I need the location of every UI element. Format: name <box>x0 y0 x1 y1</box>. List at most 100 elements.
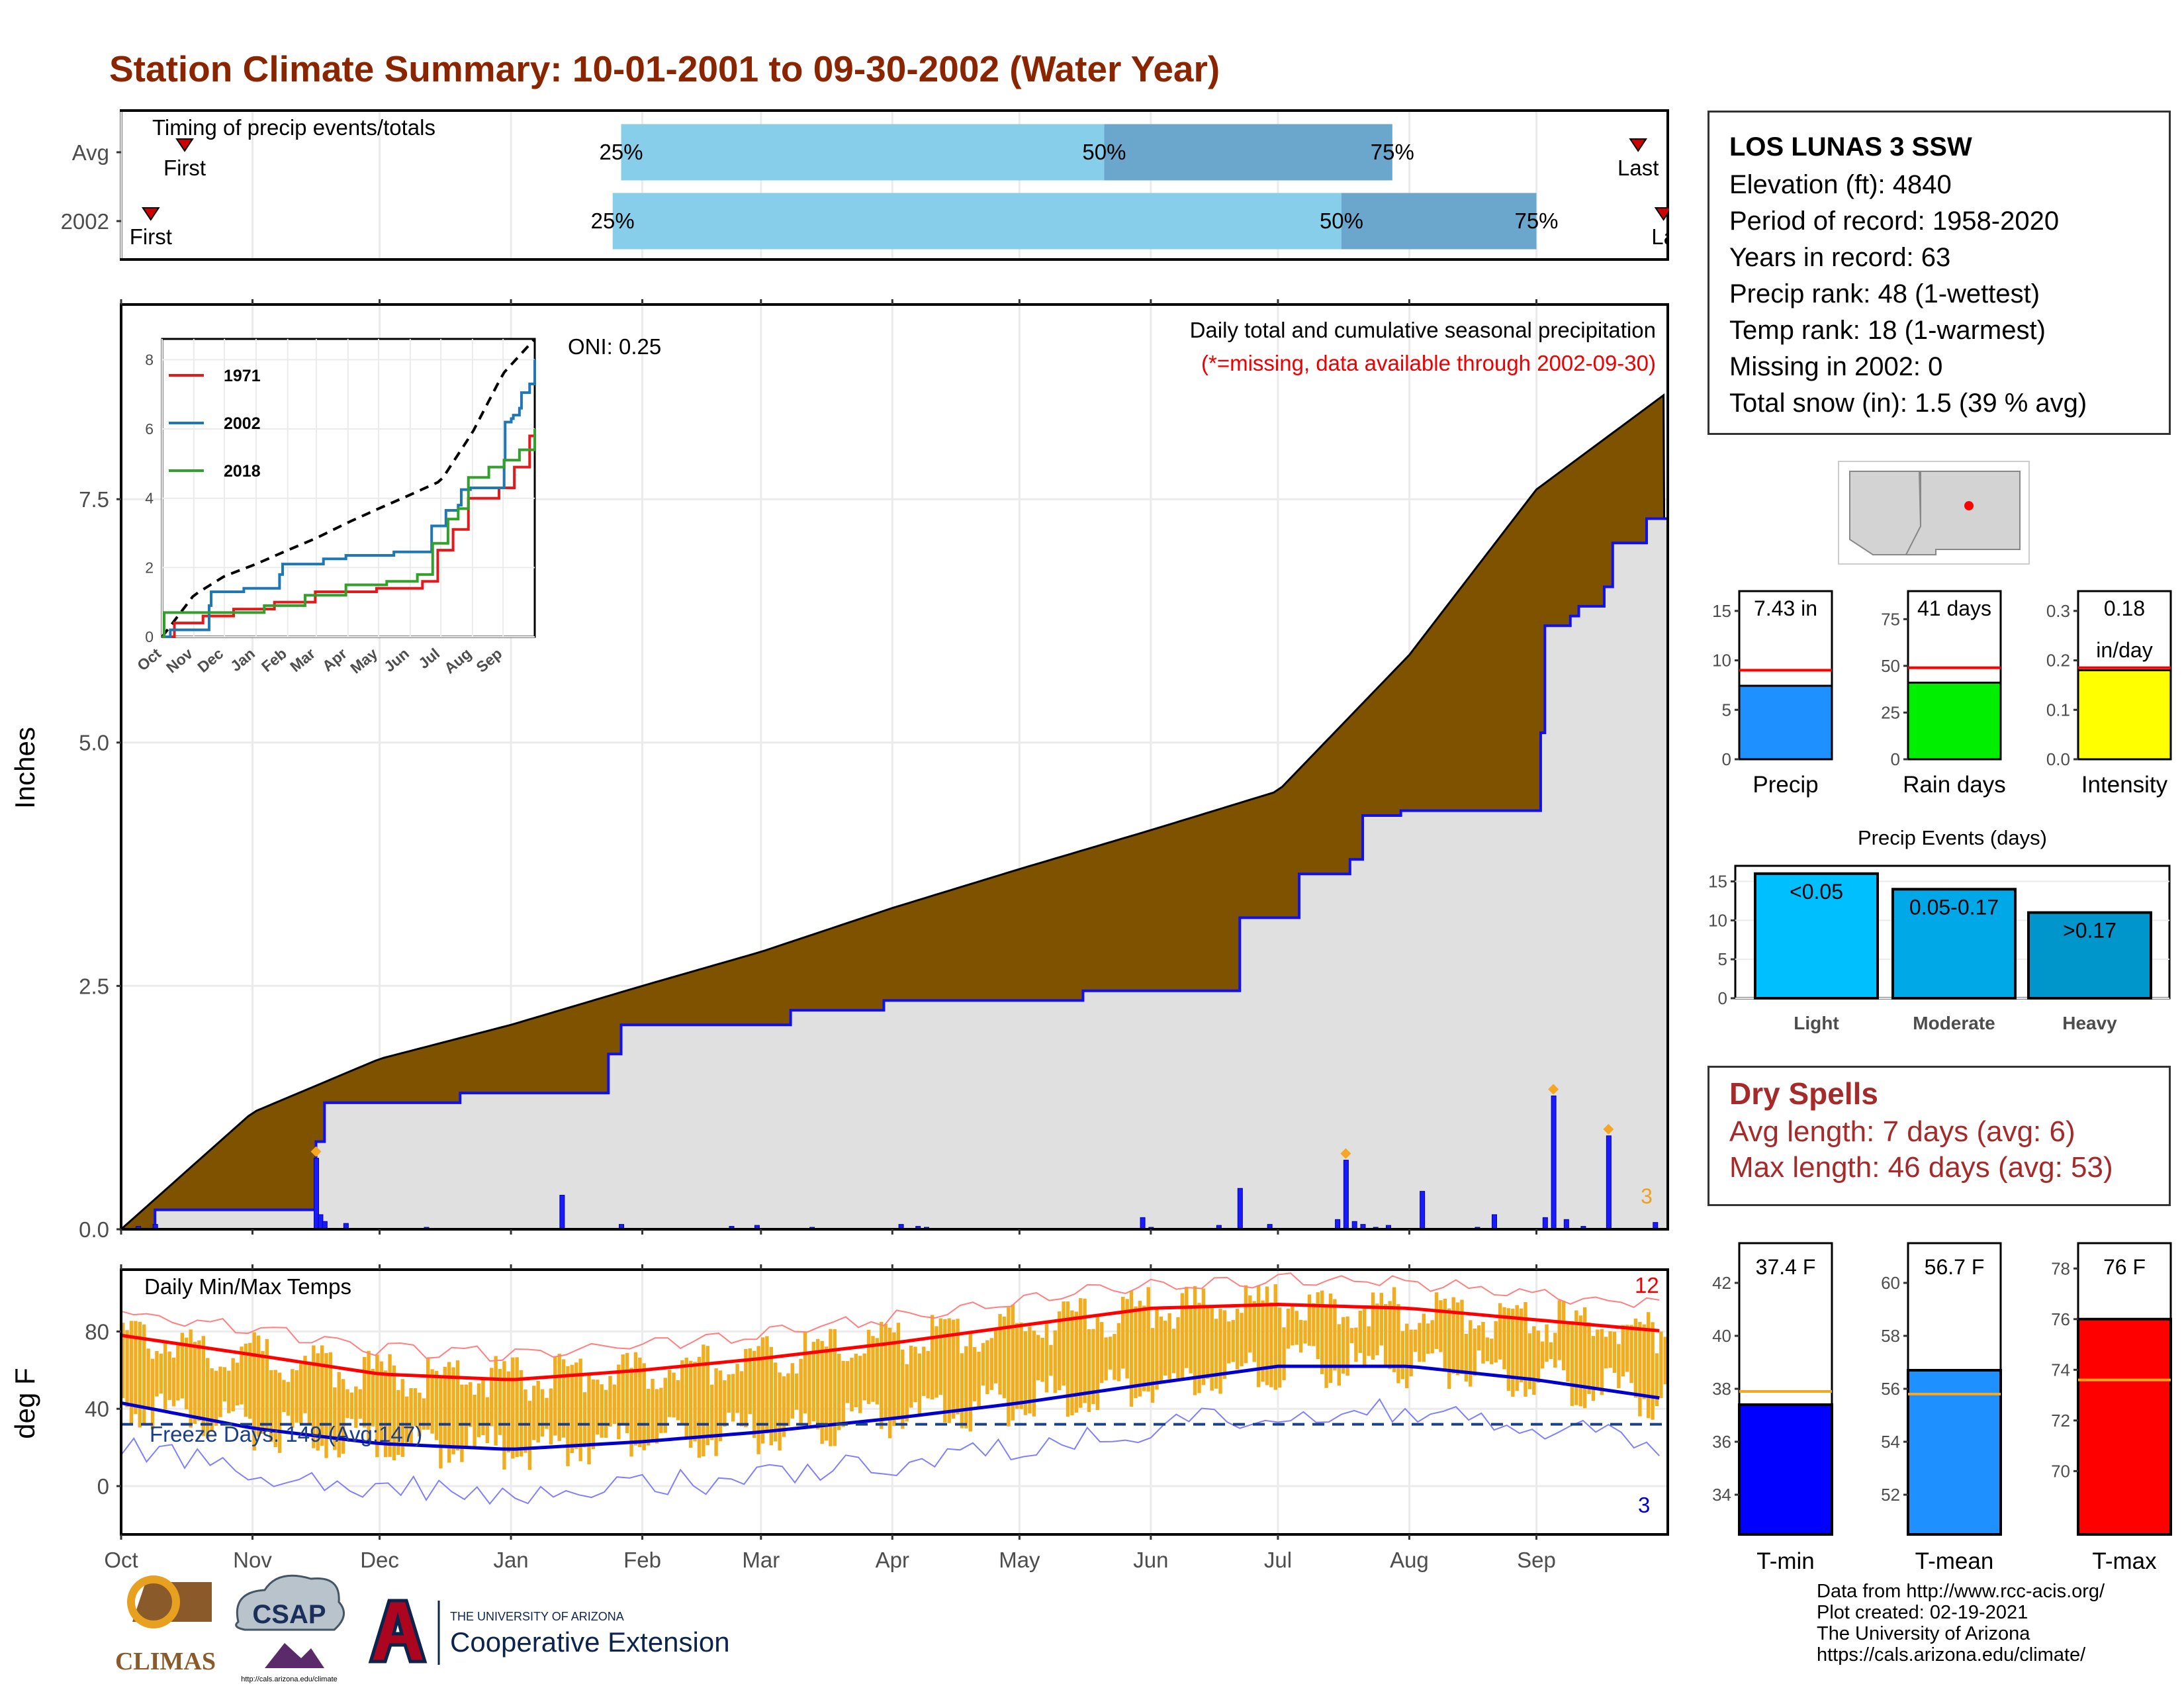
daily-temp-range-bar <box>693 1362 697 1442</box>
daily-temp-range-bar <box>629 1368 633 1457</box>
map-arizona <box>1849 471 1922 555</box>
daily-temp-range-bar <box>256 1335 261 1437</box>
daily-temp-range-bar <box>469 1382 473 1427</box>
daily-temp-range-bar <box>354 1386 358 1428</box>
daily-temp-range-bar <box>1659 1331 1663 1399</box>
inset-ytick-label: 6 <box>145 420 154 438</box>
daily-temp-range-bar <box>1532 1326 1536 1395</box>
month-label: Dec <box>360 1548 399 1572</box>
summary-bar-ytick-label: 15 <box>1712 601 1731 621</box>
daily-temp-range-bar <box>430 1369 434 1434</box>
daily-temp-range-bar <box>1185 1286 1189 1368</box>
precip-ylabel: Inches <box>9 727 40 809</box>
daily-temp-range-bar <box>774 1362 778 1442</box>
daily-temp-range-bar <box>439 1376 443 1469</box>
daily-temp-range-bar <box>298 1364 303 1424</box>
temp-ytick-label: 0 <box>97 1474 109 1499</box>
daily-temp-range-bar <box>1527 1333 1532 1389</box>
daily-temp-range-bar <box>1036 1335 1040 1381</box>
daily-temp-range-bar <box>1617 1344 1621 1389</box>
daily-temp-range-bar <box>1116 1323 1121 1382</box>
daily-temp-range-bar <box>1201 1288 1206 1385</box>
first-marker-icon <box>141 207 160 221</box>
daily-temp-range-bar <box>709 1384 714 1440</box>
daily-temp-range-bar <box>858 1356 862 1413</box>
summary-bar-ytick-label: 50 <box>1881 656 1900 676</box>
temp-bar-ytick-label: 76 <box>2051 1309 2070 1329</box>
daily-temp-range-bar <box>1638 1322 1642 1417</box>
daily-temp-range-bar <box>388 1354 392 1457</box>
events-ytick-label: 0 <box>1718 988 1727 1008</box>
ua-logo: THE UNIVERSITY OF ARIZONA Cooperative Ex… <box>368 1599 730 1665</box>
avg-tmin-line <box>120 1364 1660 1451</box>
precip-panel-frame <box>120 303 1669 1231</box>
daily-temp-range-bar <box>155 1350 159 1397</box>
daily-temp-range-bar <box>1066 1301 1070 1417</box>
daily-temp-range-bar <box>527 1401 532 1470</box>
daily-temp-range-bar <box>1312 1303 1316 1346</box>
daily-temp-range-bar <box>413 1388 418 1427</box>
daily-temp-range-bar <box>1159 1316 1163 1383</box>
daily-temp-range-bar <box>1058 1311 1062 1391</box>
daily-temp-range-bar <box>1392 1287 1396 1372</box>
map-new-mexico <box>1905 471 2021 555</box>
daily-temp-range-bar <box>1028 1327 1032 1414</box>
events-ytick-label: 5 <box>1718 949 1727 969</box>
daily-temp-range-bar <box>1439 1300 1443 1352</box>
daily-temp-range-bar <box>1295 1311 1298 1345</box>
first-marker-icon <box>175 138 194 152</box>
daily-temp-range-bar <box>871 1336 875 1402</box>
daily-temp-range-bar <box>803 1331 807 1414</box>
summary-bar-ytick-label: 0.0 <box>2046 749 2070 769</box>
daily-temp-range-bar <box>1633 1318 1638 1398</box>
daily-temp-range-bar <box>261 1350 265 1434</box>
inset-ytick-label: 2 <box>145 559 154 576</box>
current-cumulative-area <box>121 506 1669 1231</box>
event-bar-value: 0.05-0.17 <box>1909 895 1999 919</box>
daily-temp-range-bar <box>201 1336 206 1436</box>
precip-y-axis: 0.0 2.5 5.0 7.5 <box>79 299 1538 1242</box>
daily-temp-range-bar <box>1113 1334 1116 1380</box>
daily-temp-range-bar <box>964 1346 968 1429</box>
timing-bar-50-75 <box>1341 193 1537 250</box>
daily-temp-range-bar <box>1307 1294 1312 1346</box>
daily-temp-range-bar <box>1574 1310 1578 1405</box>
daily-temp-range-bar <box>1612 1331 1617 1373</box>
daily-temp-range-bar <box>880 1321 884 1429</box>
daily-temp-range-bar <box>1193 1286 1197 1395</box>
daily-temp-range-bar <box>447 1362 451 1463</box>
daily-temp-range-bar <box>1176 1317 1180 1378</box>
daily-temp-range-bar <box>960 1353 964 1429</box>
summary-bar-ytick-label: 10 <box>1712 651 1731 671</box>
precip-ytick-label: 5.0 <box>79 731 109 755</box>
daily-temp-range-bar <box>778 1372 782 1451</box>
daily-temp-range-bar <box>1011 1304 1015 1421</box>
daily-temp-range-bar <box>227 1370 231 1413</box>
dry-spells-max: Max length: 46 days (avg: 53) <box>1729 1151 2113 1184</box>
daily-temp-range-bar <box>824 1346 829 1441</box>
avg-tmax-line <box>120 1303 1660 1382</box>
daily-precip-bar <box>1491 1214 1497 1230</box>
daily-temp-range-bar <box>557 1354 561 1441</box>
daily-temp-range-bar <box>498 1368 502 1435</box>
daily-temp-range-bar <box>612 1384 617 1425</box>
timing-pct-label: 75% <box>1371 140 1414 164</box>
daily-temp-range-bar <box>1371 1292 1375 1360</box>
daily-temp-range-bar <box>1007 1307 1011 1427</box>
daily-temp-range-bar <box>1197 1303 1201 1393</box>
events-ytick-label: 10 <box>1708 910 1727 930</box>
timing-pct-label: 25% <box>591 209 635 233</box>
footer-data-source: Data from http://www.rcc-acis.org/ <box>1817 1581 2105 1602</box>
timing-pct-label: 25% <box>599 140 643 164</box>
daily-temp-range-bar <box>1519 1308 1524 1383</box>
summary-bar-intensity <box>2077 669 2172 761</box>
daily-temp-range-bar <box>1240 1313 1244 1366</box>
daily-temp-range-bar <box>532 1385 536 1440</box>
daily-temp-range-bar <box>1566 1321 1570 1382</box>
timing-overflow-mask <box>1669 106 1702 265</box>
daily-temp-range-bar <box>146 1348 150 1410</box>
precip-title: Daily total and cumulative seasonal prec… <box>1190 318 1656 342</box>
daily-temp-range-bar <box>1286 1308 1291 1349</box>
daily-temp-range-bar <box>866 1329 871 1404</box>
daily-temp-range-bar <box>345 1389 349 1419</box>
